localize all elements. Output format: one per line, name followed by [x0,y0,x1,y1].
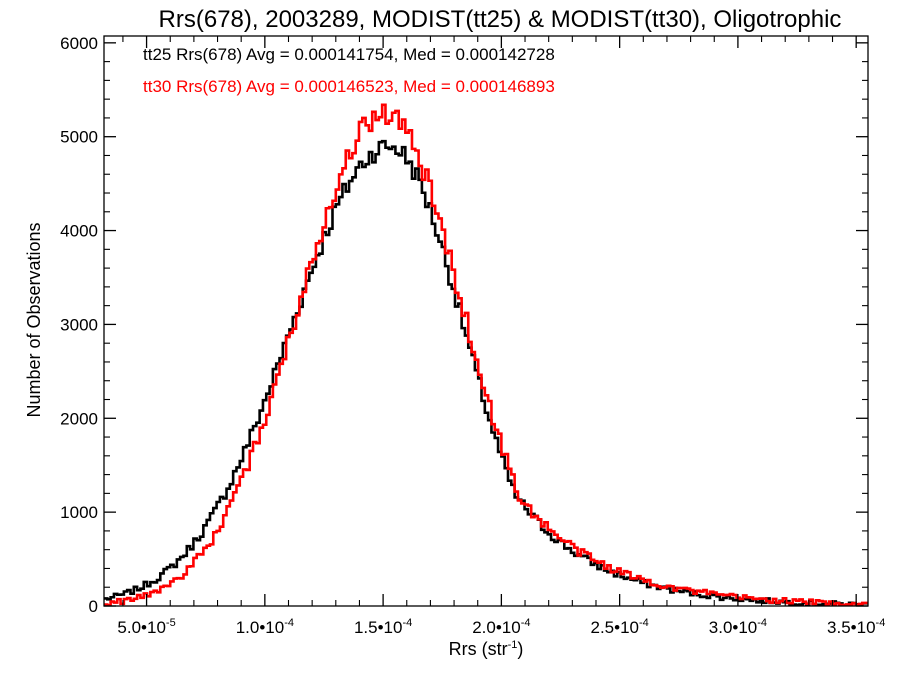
x-tick-label: 5.0•10-5 [117,617,175,637]
legend-entry-tt25: tt25 Rrs(678) Avg = 0.000141754, Med = 0… [143,45,555,64]
x-axis-label-sup: -1 [508,639,518,651]
chart-title: Rrs(678), 2003289, MODIST(tt25) & MODIST… [159,6,842,33]
x-tick-label: 1.5•10-4 [354,617,412,637]
y-tick-label: 4000 [60,222,98,241]
x-tick-label: 1.0•10-4 [236,617,294,637]
x-axis-label: Rrs (str-1) [449,639,524,659]
series-tt25-line [104,139,868,606]
plot-frame [103,35,869,607]
plot-series [104,103,868,606]
y-tick-labels: 0 1000 2000 3000 4000 5000 6000 [60,34,98,616]
legend: tt25 Rrs(678) Avg = 0.000141754, Med = 0… [143,45,555,96]
axes [103,35,869,607]
y-tick-label: 6000 [60,34,98,53]
x-tick-label: 3.5•10-4 [827,617,885,637]
x-axis-label-end: ) [517,639,523,659]
x-tick-label: 3.0•10-4 [709,617,767,637]
x-tick-label: 2.5•10-4 [591,617,649,637]
x-tick-label: 2.0•10-4 [472,617,530,637]
y-tick-label: 3000 [60,315,98,334]
x-axis-label-main: Rrs (str [449,639,508,659]
x-tick-labels: 5.0•10-5 1.0•10-4 1.5•10-4 2.0•10-4 2.5•10-4… [117,617,885,637]
legend-entry-tt30: tt30 Rrs(678) Avg = 0.000146523, Med = 0… [143,77,555,96]
y-tick-label: 2000 [60,409,98,428]
y-tick-label: 0 [89,597,98,616]
y-tick-label: 1000 [60,503,98,522]
y-tick-label: 5000 [60,128,98,147]
y-axis-label: Number of Observations [24,222,44,417]
series-tt30-line [104,103,868,606]
